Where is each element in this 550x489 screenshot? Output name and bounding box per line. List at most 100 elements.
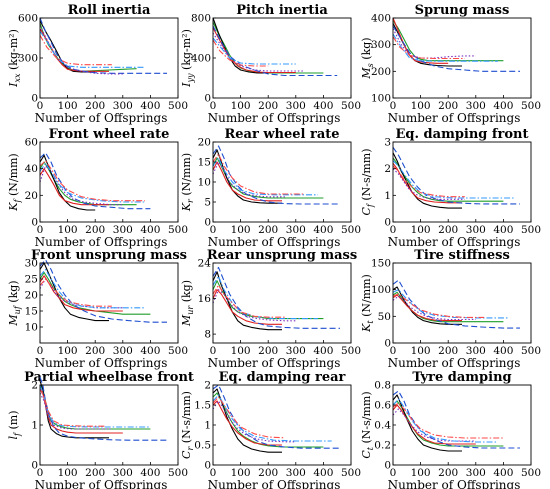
series-line-3: [392, 404, 476, 445]
y-axis-label: lf (m): [7, 410, 22, 439]
subplot-front-wheel-rate: Front wheel rate 0 100 200 300 400 500 0 20 40 60 N…: [7, 127, 188, 249]
y-tick-label: 300: [371, 39, 391, 51]
series-line-7: [392, 165, 465, 198]
series-line-4: [392, 146, 520, 205]
series-line-2: [392, 394, 462, 452]
y-tick-label: 600: [18, 13, 38, 25]
y-tick-label: 100: [371, 284, 391, 296]
y-tick-label: 150: [371, 258, 391, 270]
x-tick-label: 0: [390, 345, 397, 357]
x-tick-label: 200: [258, 224, 278, 236]
x-tick-label: 400: [140, 467, 160, 479]
series-line-4: [39, 152, 151, 210]
series-line-6: [392, 289, 509, 319]
y-tick-label: 0: [31, 93, 38, 105]
series-line-6: [212, 275, 318, 320]
y-axis-label: Iyy (kg-m²): [180, 29, 195, 88]
x-tick-label: 400: [493, 224, 513, 236]
y-tick-label: 800: [191, 13, 211, 25]
x-tick-label: 0: [210, 100, 217, 112]
series-line-3: [212, 400, 282, 446]
subplot-tire-stiffness: Tire stiffness 0 100 200 300 400 500 0 50 100 150 N…: [360, 248, 541, 370]
series-line-5: [392, 168, 465, 200]
x-tick-label: 100: [231, 467, 251, 479]
x-tick-label: 100: [58, 224, 78, 236]
x-axis-label: Number of Offsprings: [388, 478, 521, 489]
y-tick-label: 15: [198, 157, 211, 169]
x-tick-label: 300: [466, 345, 486, 357]
subplot-rear-wheel-rate: Rear wheel rate 0 100 200 300 400 500 0 5 10 15 20 N…: [180, 127, 361, 249]
x-tick-label: 400: [140, 224, 160, 236]
subplot-title: Eq. damping rear: [219, 370, 346, 385]
subplot-title: Rear wheel rate: [224, 127, 339, 142]
subplot-title: Tire stiffness: [414, 248, 510, 263]
x-tick-label: 200: [438, 467, 458, 479]
series-line-2: [212, 17, 269, 74]
x-tick-label: 200: [85, 224, 105, 236]
series-line-4: [39, 17, 167, 74]
x-tick-label: 200: [438, 224, 458, 236]
x-tick-label: 400: [313, 345, 333, 357]
y-tick-label: 25: [25, 274, 38, 286]
series-line-7: [392, 36, 465, 60]
y-tick-label: 2: [31, 380, 38, 392]
subplot-title: Front unsprung mass: [31, 248, 187, 263]
x-tick-label: 0: [390, 100, 397, 112]
subplot-title: Partial wheelbase front: [24, 370, 194, 385]
y-tick-label: 0.2: [374, 440, 391, 452]
series-line-1: [39, 272, 151, 315]
series-line-5: [392, 408, 476, 442]
y-tick-label: 8: [204, 329, 211, 341]
subplot-title: Tyre damping: [412, 370, 511, 385]
series-line-6: [39, 30, 145, 68]
x-tick-label: 300: [113, 345, 133, 357]
subplot-eq-damping-front: Eq. damping front 0 100 200 300 400 500 0 1 2 3 Num…: [360, 127, 541, 249]
x-tick-label: 400: [313, 100, 333, 112]
x-tick-label: 500: [168, 100, 188, 112]
series-line-4: [212, 145, 340, 205]
series-line-7: [39, 278, 112, 307]
series-line-6: [392, 33, 498, 62]
y-tick-label: 0: [31, 217, 38, 229]
x-tick-label: 200: [85, 467, 105, 479]
y-tick-label: 0: [204, 460, 211, 472]
x-tick-label: 300: [286, 224, 306, 236]
series-line-6: [392, 398, 498, 443]
y-tick-label: 0: [31, 460, 38, 472]
y-tick-label: 10: [25, 322, 38, 334]
series-line-3: [39, 275, 123, 312]
y-tick-label: 60: [25, 137, 38, 149]
series-line-2: [39, 154, 96, 211]
x-tick-label: 500: [341, 467, 361, 479]
x-tick-label: 500: [521, 467, 541, 479]
y-tick-label: 40: [25, 163, 38, 175]
series-line-6: [39, 384, 151, 428]
x-tick-label: 0: [37, 345, 44, 357]
series-line-5: [39, 392, 112, 430]
y-axis-label: Kr (N/mm): [180, 153, 195, 212]
x-tick-label: 400: [313, 467, 333, 479]
x-tick-label: 100: [231, 100, 251, 112]
y-tick-label: 20: [25, 190, 38, 202]
x-tick-label: 400: [140, 345, 160, 357]
y-tick-label: 0.4: [374, 420, 391, 432]
series-line-7: [39, 388, 107, 427]
y-tick-label: 200: [371, 66, 391, 78]
x-axis-label: Number of Offsprings: [35, 478, 168, 489]
series-line-7: [392, 402, 504, 439]
x-tick-label: 500: [521, 345, 541, 357]
y-tick-label: 2: [384, 163, 391, 175]
y-tick-label: 1: [384, 190, 391, 202]
series-line-2: [392, 286, 462, 325]
series-line-7: [212, 153, 305, 195]
x-tick-label: 500: [168, 224, 188, 236]
x-tick-label: 400: [493, 345, 513, 357]
y-tick-label: 0: [204, 217, 211, 229]
axes-frame: [39, 17, 179, 99]
x-tick-label: 0: [390, 224, 397, 236]
x-axis-label: Number of Offsprings: [388, 111, 521, 125]
subplot-roll-inertia: Roll inertia 0 100 200 300 400 500 0 300 600 Numbe…: [7, 3, 188, 125]
x-tick-label: 300: [286, 100, 306, 112]
x-tick-label: 300: [286, 467, 306, 479]
series-line-2: [212, 388, 282, 453]
